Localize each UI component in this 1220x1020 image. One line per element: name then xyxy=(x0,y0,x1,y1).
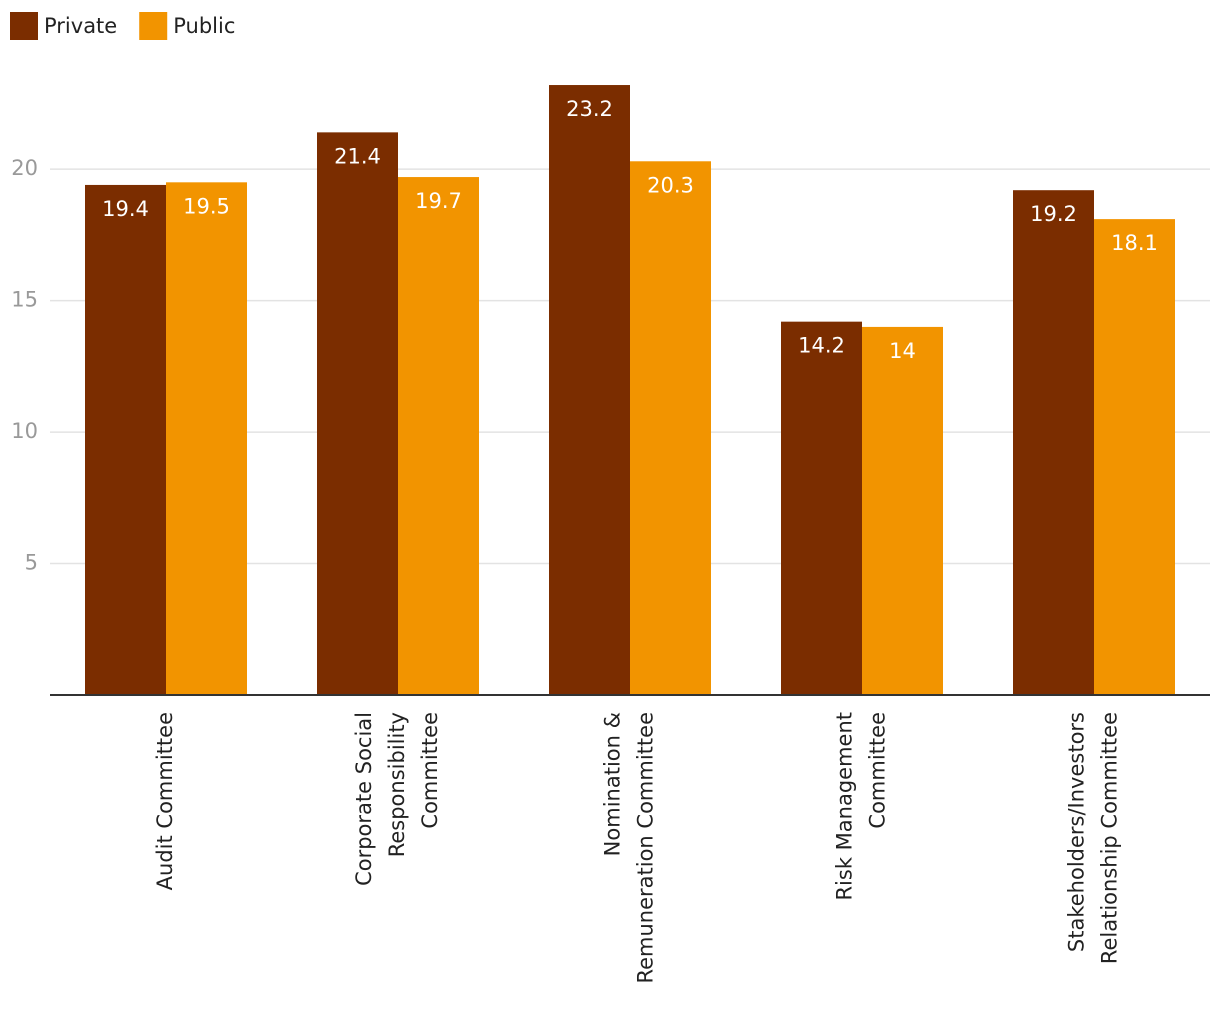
x-tick-line: Stakeholders/Investors xyxy=(1065,712,1089,952)
legend-swatch xyxy=(139,12,168,40)
x-tick-label: Corporate Social Responsibility Committee xyxy=(352,712,442,886)
x-tick-label: Audit Committee xyxy=(153,712,177,890)
bar xyxy=(317,132,398,695)
data-label: 20.3 xyxy=(647,173,694,197)
data-label: 18.1 xyxy=(1111,231,1158,255)
x-tick-line: Relationship Committee xyxy=(1098,712,1122,964)
legend-swatch xyxy=(10,12,38,40)
x-tick-line: Committee xyxy=(418,712,442,829)
bar xyxy=(630,161,711,695)
y-tick-label: 10 xyxy=(11,419,38,443)
data-label: 19.2 xyxy=(1030,202,1077,226)
bar xyxy=(1013,190,1094,695)
x-tick-line: Remuneration Committee xyxy=(634,712,658,984)
x-tick-line: Responsibility xyxy=(385,712,409,857)
x-tick-line: Corporate Social xyxy=(352,712,376,886)
x-tick-line: Risk Management xyxy=(833,712,857,901)
bar xyxy=(166,182,247,695)
bar xyxy=(85,184,166,696)
bar xyxy=(1094,219,1175,695)
x-tick-line: Committee xyxy=(866,712,890,829)
x-tick-label: Nomination & Remuneration Committee xyxy=(601,712,658,984)
legend-label: Public xyxy=(173,14,235,38)
data-label: 14.2 xyxy=(798,334,845,358)
legend-label: Private xyxy=(44,14,117,38)
data-label: 19.4 xyxy=(102,197,149,221)
data-label: 14 xyxy=(889,339,916,363)
y-tick-label: 20 xyxy=(11,156,38,180)
x-tick-line: Nomination & xyxy=(601,712,625,856)
x-tick-label: Stakeholders/Investors Relationship Commi… xyxy=(1065,712,1122,964)
y-tick-label: 5 xyxy=(25,551,38,575)
data-label: 19.7 xyxy=(415,189,462,213)
data-label: 23.2 xyxy=(566,97,613,121)
data-label: 21.4 xyxy=(334,144,381,168)
bar xyxy=(862,326,943,695)
bar xyxy=(781,321,862,695)
y-tick-label: 15 xyxy=(11,288,38,312)
x-tick-label: Risk Management Committee xyxy=(833,712,890,901)
bar xyxy=(549,85,630,696)
x-tick-line: Audit Committee xyxy=(153,712,177,890)
bar xyxy=(398,177,479,695)
data-label: 19.5 xyxy=(183,194,230,218)
